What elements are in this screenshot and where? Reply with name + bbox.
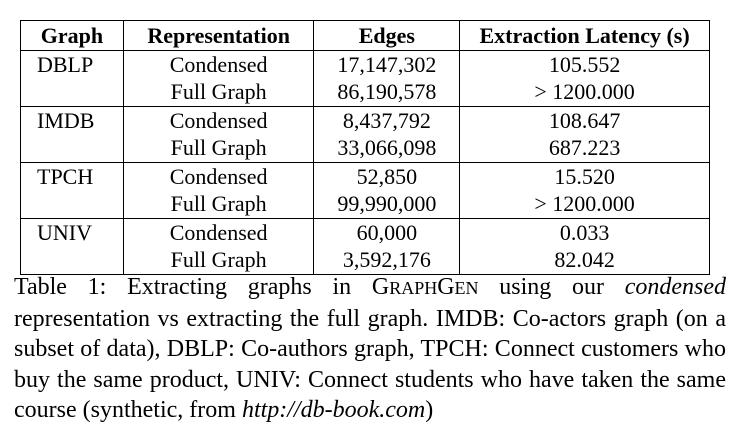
representation-cell: Full Graph bbox=[122, 134, 315, 163]
results-table: Graph Representation Edges Extraction La… bbox=[20, 20, 710, 275]
representation-cell: Full Graph bbox=[122, 246, 315, 275]
edges-cell: 52,850 bbox=[313, 162, 461, 191]
edges-cell: 8,437,792 bbox=[313, 106, 461, 135]
graph-cell bbox=[20, 134, 124, 163]
table-row: UNIV Condensed 60,000 0.033 bbox=[20, 218, 710, 247]
edges-cell: 99,990,000 bbox=[313, 190, 461, 219]
caption-emphasis: condensed bbox=[624, 274, 726, 300]
graph-cell bbox=[20, 78, 124, 107]
edges-cell: 60,000 bbox=[313, 218, 461, 247]
latency-cell: 82.042 bbox=[459, 246, 710, 275]
header-edges: Edges bbox=[313, 20, 461, 51]
representation-cell: Full Graph bbox=[122, 78, 315, 107]
edges-cell: 86,190,578 bbox=[313, 78, 461, 107]
table-header-row: Graph Representation Edges Extraction La… bbox=[20, 20, 710, 51]
latency-cell: 687.223 bbox=[459, 134, 710, 163]
latency-cell: > 1200.000 bbox=[459, 78, 710, 107]
latency-cell: 108.647 bbox=[459, 106, 710, 135]
table-row: Full Graph 3,592,176 82.042 bbox=[20, 246, 710, 275]
header-representation: Representation bbox=[122, 20, 315, 51]
caption-suffix: ) bbox=[425, 397, 434, 423]
system-name-first-letter: G bbox=[371, 274, 390, 300]
header-extraction-latency: Extraction Latency (s) bbox=[459, 20, 710, 51]
table-row: Full Graph 33,066,098 687.223 bbox=[20, 134, 710, 163]
table-row: TPCH Condensed 52,850 15.520 bbox=[20, 162, 710, 191]
results-table-container: Graph Representation Edges Extraction La… bbox=[20, 20, 710, 275]
representation-cell: Condensed bbox=[122, 218, 315, 247]
representation-cell: Condensed bbox=[122, 50, 315, 79]
latency-cell: 105.552 bbox=[459, 50, 710, 79]
edges-cell: 3,592,176 bbox=[313, 246, 461, 275]
header-graph: Graph bbox=[20, 20, 124, 51]
table-row: DBLP Condensed 17,147,302 105.552 bbox=[20, 50, 710, 79]
system-name-second-letter: G bbox=[437, 274, 455, 300]
table-row: Full Graph 99,990,000 > 1200.000 bbox=[20, 190, 710, 219]
system-name-smallcaps: RAPH bbox=[389, 278, 438, 298]
caption-body: representation vs extracting the full gr… bbox=[14, 305, 726, 424]
edges-cell: 33,066,098 bbox=[313, 134, 461, 163]
graph-cell: UNIV bbox=[20, 218, 124, 247]
caption-url: http://db-book.com bbox=[241, 397, 426, 423]
graph-cell bbox=[20, 246, 124, 275]
latency-cell: 0.033 bbox=[459, 218, 710, 247]
latency-cell: > 1200.000 bbox=[459, 190, 710, 219]
representation-cell: Full Graph bbox=[122, 190, 315, 219]
system-name-smallcaps-end: EN bbox=[454, 278, 479, 298]
representation-cell: Condensed bbox=[122, 162, 315, 191]
graph-cell bbox=[20, 190, 124, 219]
edges-cell: 17,147,302 bbox=[313, 50, 461, 79]
graph-cell: IMDB bbox=[20, 106, 124, 135]
table-row: Full Graph 86,190,578 > 1200.000 bbox=[20, 78, 710, 107]
representation-cell: Condensed bbox=[122, 106, 315, 135]
caption-mid: using our bbox=[478, 274, 625, 300]
table-row: IMDB Condensed 8,437,792 108.647 bbox=[20, 106, 710, 135]
graph-cell: TPCH bbox=[20, 162, 124, 191]
table-caption: Table 1: Extracting graphs in GRAPHGEN u… bbox=[14, 272, 726, 426]
caption-prefix: Table 1: Extracting graphs in bbox=[14, 274, 372, 300]
graph-cell: DBLP bbox=[20, 50, 124, 79]
latency-cell: 15.520 bbox=[459, 162, 710, 191]
